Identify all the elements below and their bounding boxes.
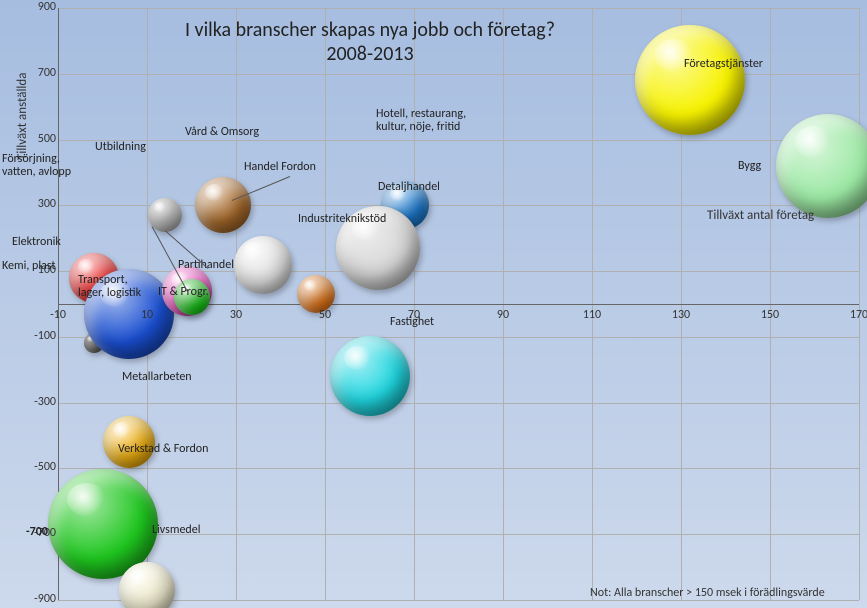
chart-title: I vilka branscher skapas nya jobb och fö… xyxy=(120,18,620,66)
bubble xyxy=(330,336,410,416)
bubble-label: Försörjning,vatten, avlopp xyxy=(2,153,71,179)
bubble-label: IT & Progr. xyxy=(158,286,209,299)
xtick-label: 170 xyxy=(844,308,867,322)
bubble-label: Industriteknikstöd xyxy=(298,213,386,226)
bubble-label: Detaljhandel xyxy=(378,181,440,194)
ytick-label: 500 xyxy=(16,132,56,146)
bubble-label: Livsmedel xyxy=(152,524,200,537)
bubble xyxy=(195,177,251,233)
y-axis-label: Tillväxt anställda xyxy=(15,73,30,160)
ytick-label: 900 xyxy=(16,0,56,14)
xtick-label: 50 xyxy=(310,308,340,322)
x-axis-label: Tillväxt antal företag xyxy=(707,208,814,223)
chart-footnote: Not: Alla branscher > 150 msek i förädli… xyxy=(590,586,825,600)
xtick-label: 90 xyxy=(488,308,518,322)
bubble xyxy=(119,562,175,608)
bubble-label: Elektronik xyxy=(12,236,61,249)
bubble-label: Företagstjänster xyxy=(684,58,763,71)
xtick-label: 30 xyxy=(221,308,251,322)
ytick-label: 700 xyxy=(16,66,56,80)
xtick-label: 110 xyxy=(577,308,607,322)
xtick-label: -10 xyxy=(43,308,73,322)
bubble xyxy=(776,114,867,218)
ytick-label: -500 xyxy=(16,460,56,474)
bubble-chart: I vilka branscher skapas nya jobb och fö… xyxy=(0,0,867,608)
xtick-label: 10 xyxy=(132,308,162,322)
xtick-label: 150 xyxy=(755,308,785,322)
bubble-label: Verkstad & Fordon xyxy=(118,443,208,456)
ytick-label: 300 xyxy=(16,197,56,211)
bubble-label: Handel Fordon xyxy=(244,161,316,174)
ytick-label: -900 xyxy=(16,592,56,606)
bubble-label: Fastighet xyxy=(390,316,434,329)
bubble-label: Vård & Omsorg xyxy=(185,126,259,139)
bubble xyxy=(635,25,745,135)
bubble-label: Hotell, restaurang,kultur, nöje, fritid xyxy=(376,108,466,134)
bubble-label: Metallarbeten xyxy=(122,371,192,384)
ytick-label: -100 xyxy=(16,329,56,343)
bubble-label: Bygg xyxy=(738,160,761,173)
xtick-label: 130 xyxy=(666,308,696,322)
bubble-label: Utbildning xyxy=(95,141,146,154)
inline-value-label: -700 xyxy=(26,526,48,539)
bubble-label: Kemi, plast xyxy=(2,260,55,273)
bubble-label: Transport,lager, logistik xyxy=(78,274,141,300)
ytick-label: -300 xyxy=(16,395,56,409)
bubble xyxy=(234,236,292,294)
